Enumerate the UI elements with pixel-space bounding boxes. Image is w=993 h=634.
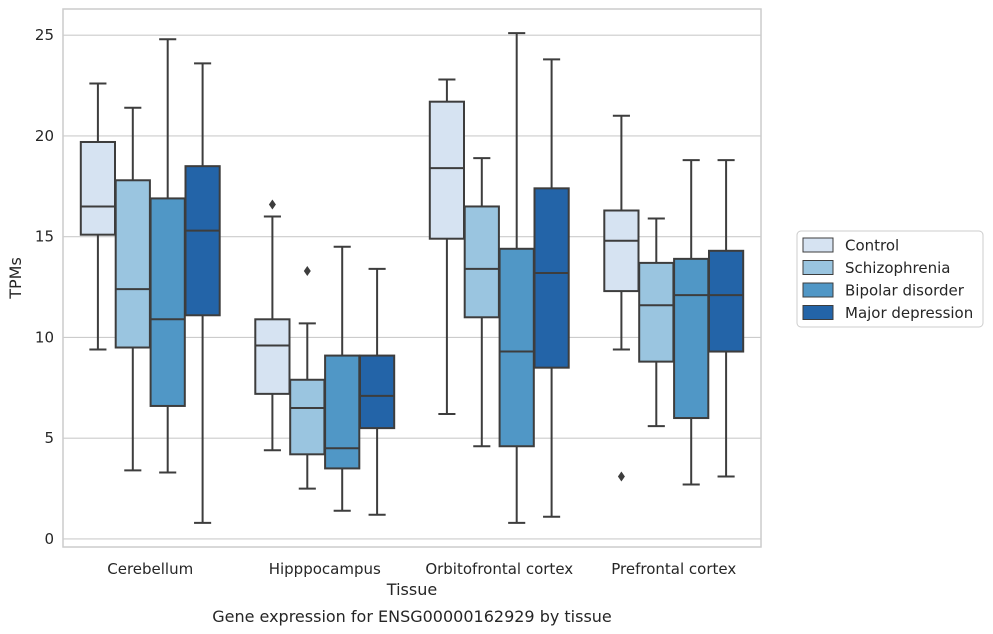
y-tick-label: 10 xyxy=(35,328,54,346)
legend-swatch xyxy=(802,237,834,253)
box-iqr xyxy=(184,165,221,317)
box-iqr xyxy=(114,179,151,349)
legend-frame xyxy=(796,230,984,328)
box-control xyxy=(79,82,117,351)
box-bipolar-disorder xyxy=(673,159,710,486)
box-control xyxy=(254,199,291,452)
plot-frame xyxy=(62,8,762,548)
box-schizophrenia xyxy=(463,157,500,448)
legend-label: Control xyxy=(845,237,899,255)
box-control xyxy=(603,114,640,482)
box-layer xyxy=(79,32,745,524)
y-axis-title: TPMs xyxy=(6,257,25,300)
box-major-depression xyxy=(533,58,570,518)
outlier-point xyxy=(617,471,625,482)
outlier-point xyxy=(303,265,311,276)
box-iqr xyxy=(358,354,396,430)
box-schizophrenia xyxy=(114,106,151,472)
box-iqr xyxy=(463,205,500,319)
box-bipolar-disorder xyxy=(498,32,535,524)
legend-label: Bipolar disorder xyxy=(845,282,965,300)
box-iqr xyxy=(254,318,291,395)
legend-label: Major depression xyxy=(845,304,973,322)
box-schizophrenia xyxy=(638,217,675,428)
x-tick-label: Cerebellum xyxy=(107,560,193,578)
y-tick-label: 20 xyxy=(35,127,54,145)
box-bipolar-disorder xyxy=(324,245,361,512)
box-iqr xyxy=(707,249,745,353)
box-iqr xyxy=(498,247,535,448)
y-tick-label: 15 xyxy=(35,228,54,246)
x-tick-label: Orbitofrontal cortex xyxy=(425,560,573,578)
x-tick-label: Hipppocampus xyxy=(269,560,381,578)
box-schizophrenia xyxy=(289,265,326,490)
y-tick-label: 25 xyxy=(35,26,54,44)
box-major-depression xyxy=(358,267,396,516)
legend-label: Schizophrenia xyxy=(845,259,950,277)
box-bipolar-disorder xyxy=(149,38,186,474)
box-iqr xyxy=(79,140,117,236)
box-iqr xyxy=(533,187,570,369)
y-tick-label: 0 xyxy=(44,530,54,548)
box-major-depression xyxy=(184,62,221,524)
box-iqr xyxy=(149,197,186,407)
box-iqr xyxy=(324,354,361,470)
box-major-depression xyxy=(707,159,745,478)
box-control xyxy=(428,78,466,416)
box-iqr xyxy=(638,261,675,363)
x-axis-title: Tissue xyxy=(386,580,437,599)
x-tick-label: Prefrontal cortex xyxy=(611,560,736,578)
box-iqr xyxy=(603,209,640,293)
box-iqr xyxy=(289,378,326,456)
legend-swatch xyxy=(802,282,834,298)
outlier-point xyxy=(268,199,276,210)
chart-caption: Gene expression for ENSG00000162929 by t… xyxy=(212,607,612,626)
legend-swatch xyxy=(802,305,834,320)
x-tick-labels: Cerebellum Hipppocampus Orbitofrontal cort… xyxy=(107,560,736,578)
box-iqr xyxy=(673,257,710,420)
box-iqr xyxy=(428,100,466,240)
legend: Control Schizophrenia Bipolar disorder Majo… xyxy=(796,230,984,328)
legend-swatch xyxy=(802,260,834,275)
y-tick-label: 5 xyxy=(44,429,54,447)
y-tick-labels: 0 5 10 15 20 25 xyxy=(35,26,54,548)
